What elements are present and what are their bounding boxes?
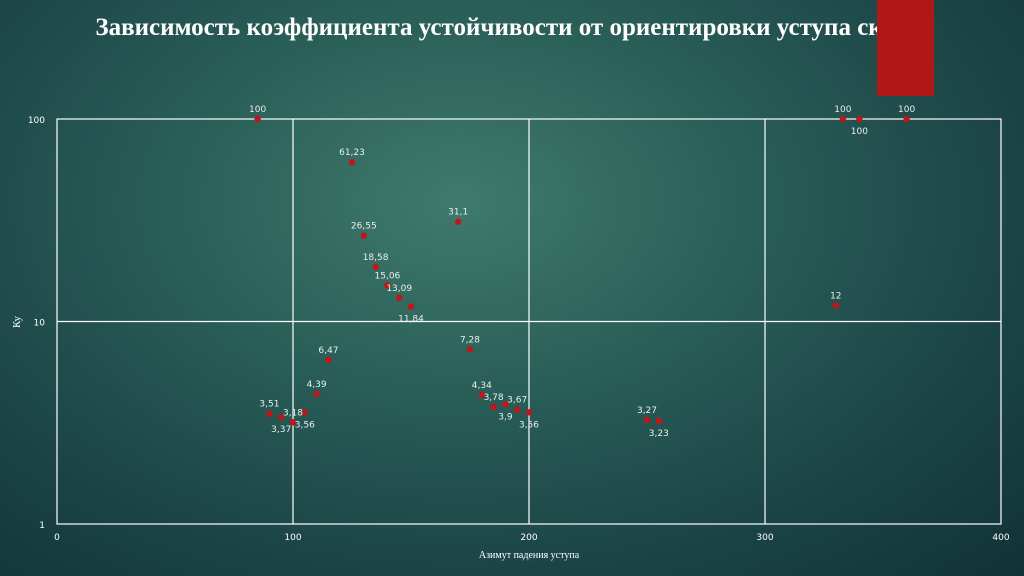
data-label: 100	[851, 127, 868, 137]
data-point	[348, 158, 356, 166]
data-label: 31,1	[448, 208, 468, 218]
data-point	[832, 302, 839, 309]
data-label: 26,55	[351, 222, 377, 232]
y-tick-label: 1	[39, 521, 45, 531]
data-label: 3,37	[271, 425, 291, 435]
data-label: 3,23	[649, 429, 669, 439]
decorative-red-bar	[877, 0, 934, 96]
data-label: 100	[898, 105, 915, 115]
data-point	[514, 406, 521, 413]
data-label: 3,78	[484, 393, 504, 403]
data-label: 11,84	[398, 315, 424, 325]
y-tick-label: 100	[28, 116, 45, 126]
data-label: 3,67	[507, 396, 527, 406]
x-tick-label: 400	[992, 533, 1009, 543]
data-point	[643, 416, 651, 424]
data-label: 3,27	[637, 406, 657, 416]
data-point	[407, 303, 415, 310]
data-point	[655, 417, 662, 425]
data-label: 3,56	[295, 420, 315, 430]
data-label: 4,34	[472, 381, 492, 391]
data-point	[455, 218, 462, 225]
data-label: 100	[249, 105, 266, 115]
data-point	[325, 356, 332, 363]
data-label: 100	[834, 105, 851, 115]
data-point	[254, 115, 261, 123]
data-point	[360, 232, 367, 239]
data-point	[490, 403, 497, 411]
x-axis-label: Азимут падения уступа	[479, 550, 580, 561]
data-point	[856, 115, 863, 123]
data-label: 4,39	[307, 380, 327, 390]
y-axis-label: Ку	[11, 315, 23, 328]
x-tick-label: 200	[520, 533, 537, 543]
data-point	[478, 391, 485, 399]
y-tick-label: 10	[34, 319, 46, 329]
data-label: 15,06	[375, 271, 401, 281]
data-label: 12	[830, 291, 841, 301]
data-label: 3,51	[259, 400, 279, 410]
data-point	[396, 294, 403, 302]
data-label: 3,18	[283, 408, 303, 418]
data-point	[839, 115, 847, 123]
data-label: 18,58	[363, 253, 389, 263]
data-label: 61,23	[339, 148, 365, 158]
data-point	[278, 413, 285, 421]
data-point	[466, 346, 474, 353]
data-label: 3,9	[498, 412, 513, 422]
chart-title: Зависимость коэффициента устойчивости от…	[95, 14, 929, 41]
data-label: 6,47	[318, 346, 338, 356]
data-point	[525, 409, 533, 416]
data-point	[502, 401, 509, 408]
data-point	[903, 115, 910, 123]
data-point	[266, 410, 273, 417]
data-point	[384, 282, 391, 289]
data-point	[289, 419, 297, 426]
data-point	[372, 263, 379, 271]
data-point	[313, 390, 320, 398]
x-tick-label: 0	[54, 533, 60, 543]
data-label: 7,28	[460, 335, 480, 345]
x-tick-label: 300	[756, 533, 773, 543]
data-label: 3,56	[519, 420, 539, 430]
data-label: 13,09	[386, 284, 412, 294]
data-point	[301, 409, 308, 416]
x-tick-label: 100	[284, 533, 301, 543]
